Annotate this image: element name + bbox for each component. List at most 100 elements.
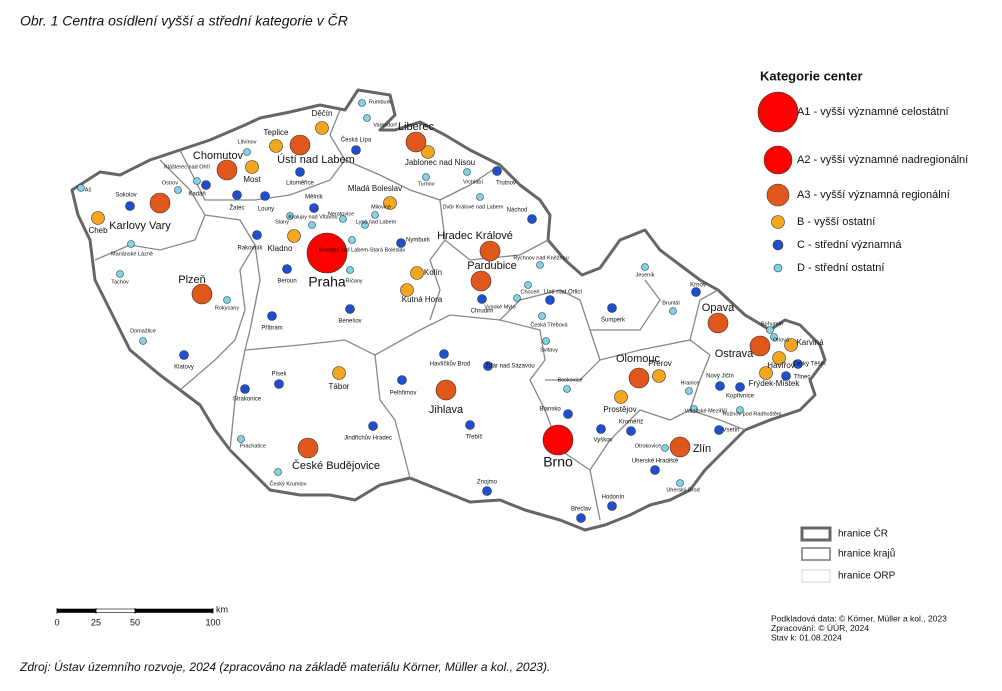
city-label: Jindřichův Hradec — [344, 435, 392, 442]
city-label: Český Krumlov — [270, 480, 307, 487]
city-label: Rumburk — [369, 99, 392, 105]
city-label: Bohumín — [761, 321, 783, 327]
city-symbol — [542, 337, 550, 345]
city-label: Klatovy — [174, 365, 194, 371]
city-symbol — [295, 167, 305, 177]
city-symbol — [542, 424, 574, 456]
border-symbol — [801, 547, 831, 561]
city-symbol — [527, 214, 537, 224]
city-label: Slaný — [275, 219, 289, 225]
scale-label: 0 — [54, 617, 59, 627]
city-symbol — [545, 295, 555, 305]
city-symbol — [476, 193, 484, 201]
city-label: Sokolov — [115, 193, 136, 199]
border-symbol — [801, 569, 831, 583]
city-symbol — [201, 180, 211, 190]
city-symbol — [614, 390, 628, 404]
city-label: Říčany — [345, 276, 362, 284]
city-label: Valašské Meziříčí — [685, 408, 728, 414]
city-label: Jihlava — [429, 404, 464, 416]
city-symbol — [766, 326, 774, 334]
city-symbol — [361, 221, 369, 229]
city-label: Milovice — [371, 204, 391, 210]
city-label: Strakonice — [233, 397, 262, 403]
city-symbol — [363, 114, 371, 122]
city-symbol — [243, 148, 251, 156]
city-symbol — [793, 359, 803, 369]
city-label: Ostrava — [715, 348, 754, 360]
legend-symbol — [757, 91, 799, 133]
city-symbol — [685, 387, 693, 395]
city-label: Lysá nad Labem — [356, 219, 397, 225]
city-label: Brno — [543, 454, 573, 470]
legend-label: C - střední významná — [797, 239, 902, 251]
city-symbol — [513, 294, 521, 302]
city-symbol — [297, 437, 319, 459]
city-label: Česká Lípa — [341, 137, 372, 144]
city-symbol — [237, 435, 245, 443]
city-symbol — [477, 294, 487, 304]
city-symbol — [286, 212, 294, 220]
city-label: Hranice — [681, 380, 700, 386]
city-symbol — [396, 238, 406, 248]
city-label: Havířov — [767, 361, 795, 370]
city-label: Břeclav — [571, 507, 591, 513]
legend-symbol — [763, 145, 793, 175]
city-symbol — [139, 337, 147, 345]
legend-symbol — [773, 263, 783, 273]
source-note: Zdroj: Ústav územního rozvoje, 2024 (zpr… — [19, 659, 550, 674]
city-label: Vrchlabí — [463, 179, 483, 185]
city-symbol — [371, 211, 379, 219]
city-symbol — [405, 131, 427, 153]
scale-bar: 0 25 50 100 km — [54, 604, 228, 627]
city-symbol — [492, 166, 502, 176]
city-symbol — [669, 307, 677, 315]
city-label: Aš — [85, 187, 92, 193]
credit-line: Stav k: 01.08.2024 — [771, 632, 842, 642]
credits: Podkladová data: © Körner, Müller a kol.… — [771, 613, 947, 642]
city-symbol — [287, 229, 301, 243]
city-symbol — [345, 304, 355, 314]
city-symbol — [346, 266, 354, 274]
city-label: Třebíč — [465, 435, 482, 441]
city-label: Karlovy Vary — [109, 220, 171, 232]
city-label: Nový Jičín — [706, 374, 734, 380]
city-label: Český Těšín — [792, 361, 825, 368]
city-symbol — [770, 333, 778, 341]
city-symbol — [400, 283, 414, 297]
border-label: hranice ORP — [838, 571, 896, 582]
city-symbol — [465, 420, 475, 430]
city-label: Litoměřice — [286, 181, 314, 187]
scale-segment — [134, 608, 214, 613]
city-symbol — [216, 159, 238, 181]
city-symbol — [690, 405, 698, 413]
city-label: Chomutov — [193, 150, 244, 162]
city-symbol — [626, 426, 636, 436]
scale-label: 25 — [91, 617, 101, 627]
city-label: Domažlice — [130, 328, 156, 334]
city-label: Liberec — [398, 121, 435, 133]
city-symbol — [267, 311, 277, 321]
credit-line: Zpracování: © ÚÚR, 2024 — [771, 623, 869, 633]
city-label: Kralupy nad Vltavou — [288, 214, 337, 220]
city-symbol — [351, 145, 361, 155]
city-label: Cheb — [88, 226, 108, 235]
country-border — [70, 88, 827, 532]
city-label: Brandýs nad Labem-Stará Boleslav — [319, 247, 406, 253]
cities: Praha Brno Karlovy Vary Plzeň Ústí nad Labem… — [77, 99, 826, 523]
city-label: Zlín — [693, 443, 711, 455]
city-symbol — [536, 261, 544, 269]
city-label: Havlíčkův Brod — [430, 361, 470, 368]
city-label: Karviná — [796, 338, 824, 347]
legend-symbol — [772, 239, 784, 251]
city-label: Orlová — [773, 337, 790, 343]
figure-title: Obr. 1 Centra osídlení vyšší a střední k… — [20, 13, 348, 29]
city-label: Mladá Boleslav — [348, 184, 402, 193]
city-label: Náchod — [507, 208, 528, 214]
city-label: Kolín — [424, 268, 442, 277]
legend-label: B - vyšší ostatní — [797, 216, 875, 228]
city-symbol — [306, 232, 348, 274]
city-symbol — [676, 479, 684, 487]
city-label: Prostějov — [603, 405, 636, 414]
legend-label: A2 - vyšší významné nadregionální — [797, 154, 968, 166]
